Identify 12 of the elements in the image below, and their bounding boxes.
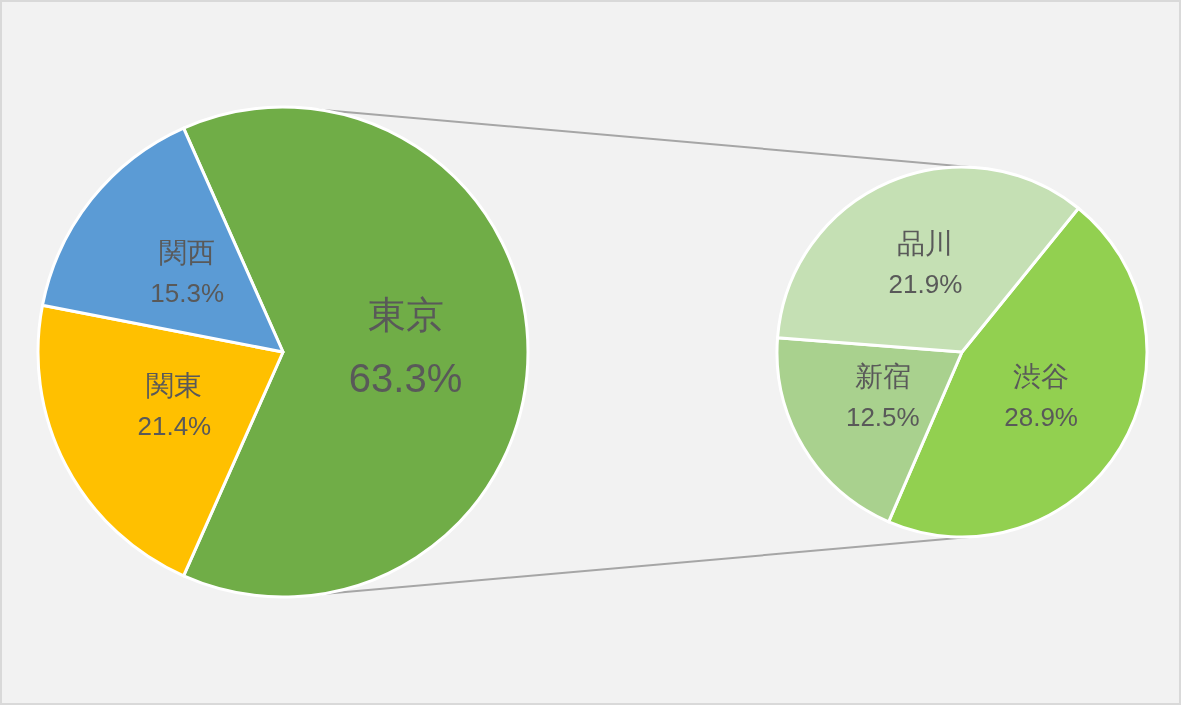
data-label: 15.3% [150, 277, 225, 308]
slice-label: 新宿 [854, 359, 911, 393]
slice-label: 関東 [146, 368, 203, 402]
slice-label: 渋谷 [1013, 359, 1070, 393]
slice-label: 関西 [159, 235, 216, 269]
data-label: 12.5% [845, 401, 920, 432]
slice-label: 品川 [897, 227, 954, 261]
data-label: 21.9% [888, 269, 963, 300]
slice-label: 東京 [367, 293, 444, 337]
data-label: 21.4% [137, 410, 212, 441]
data-label: 28.9% [1004, 401, 1079, 432]
data-label: 63.3% [348, 356, 463, 400]
